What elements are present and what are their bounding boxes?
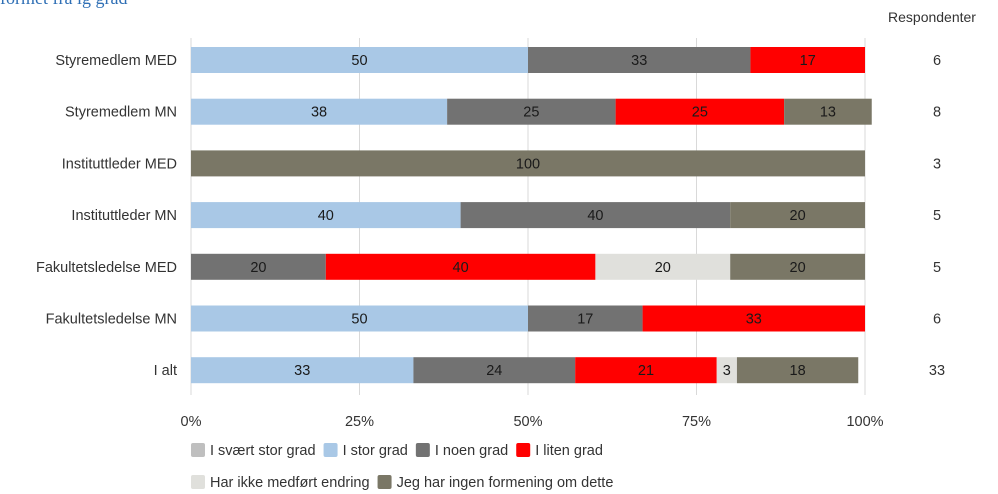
bar-segment-i-noen-grad [413, 357, 576, 384]
respondent-count: 5 [933, 260, 941, 276]
bar-segment-i-liten-grad [750, 47, 865, 73]
data-label: 50 [351, 312, 367, 328]
legend: I svært stor grad I stor grad I noen grad I… [191, 443, 613, 491]
bar-segment-har-ikke-medf-rt-endring [716, 357, 737, 384]
bar-segment-i-stor-grad [191, 47, 528, 73]
respondent-count: 6 [933, 53, 941, 69]
data-label: 20 [655, 260, 671, 276]
category-label: Fakultetsledelse MED [36, 260, 177, 276]
legend-swatch [516, 443, 531, 457]
data-label: 17 [577, 312, 593, 328]
bar-segment-i-noen-grad [528, 47, 751, 73]
data-label: 40 [587, 208, 603, 224]
bar-segment-i-stor-grad [191, 305, 528, 332]
data-label: 33 [746, 312, 762, 328]
data-label: 100 [516, 156, 540, 172]
data-label: 20 [250, 260, 266, 276]
bar-segment-i-noen-grad [460, 202, 731, 229]
bar-segment-i-liten-grad [325, 253, 596, 280]
bar-segment-i-stor-grad [191, 357, 414, 384]
respondents-header: Respondenter [888, 9, 976, 25]
category-label: Fakultetsledelse MN [46, 312, 177, 328]
legend-label: Har ikke medført endring [210, 475, 370, 491]
category-labels: Styremedlem MED Styremedlem MN Instituttle… [36, 53, 177, 379]
bar-row-styremedlem-med: 50 33 17 [191, 47, 865, 73]
data-label: 25 [523, 105, 539, 121]
respondent-count: 6 [933, 312, 941, 328]
data-label: 40 [453, 260, 469, 276]
bar-segment-i-noen-grad [528, 305, 643, 332]
chart-title-fragment: formet fra ig grad [0, 0, 127, 8]
data-label: 20 [790, 260, 806, 276]
bar-segment-jeg-har-ingen-formening-om-dette [191, 150, 865, 177]
legend-swatch [191, 475, 205, 489]
data-label: 17 [800, 53, 816, 69]
data-label: 3 [723, 363, 731, 379]
bar-row-fakultetsledelse-mn: 50 17 33 [191, 305, 865, 332]
data-label: 24 [486, 363, 502, 379]
category-label: I alt [154, 363, 177, 379]
legend-item-i-stor-grad: I stor grad [323, 443, 408, 459]
bar-segment-i-stor-grad [191, 202, 461, 229]
x-tick-label: 100% [846, 414, 883, 430]
bar-segment-jeg-har-ingen-formening-om-dette [784, 98, 872, 125]
legend-item-jeg-har-ingen-formening-om-dette: Jeg har ingen formening om dette [377, 475, 614, 491]
data-label: 21 [638, 363, 654, 379]
legend-item-i-sv-rt-stor-grad: I svært stor grad [191, 443, 316, 459]
bar-segment-har-ikke-medf-rt-endring [595, 253, 731, 280]
x-tick-label: 25% [345, 414, 374, 430]
bar-segment-i-noen-grad [447, 98, 616, 125]
x-tick-label: 75% [682, 414, 711, 430]
bar-row-i-alt: 33 24 21 3 18 [191, 357, 859, 384]
category-label: Instituttleder MED [62, 156, 177, 172]
legend-label: Jeg har ingen formening om dette [397, 475, 614, 491]
data-label: 50 [351, 53, 367, 69]
data-label: 33 [294, 363, 310, 379]
respondent-counts: 6 8 3 5 5 6 33 [929, 53, 945, 379]
x-tick-label: 50% [513, 414, 542, 430]
respondent-count: 5 [933, 208, 941, 224]
data-label: 33 [631, 53, 647, 69]
legend-label: I svært stor grad [210, 443, 316, 459]
bars-group: 50 33 17 38 25 25 13 100 40 40 20 20 40 20 20 50 17 33 33 2… [191, 47, 872, 384]
bar-row-instituttleder-med: 100 [191, 150, 865, 177]
x-tick-label: 0% [181, 414, 202, 430]
bar-row-instituttleder-mn: 40 40 20 [191, 202, 865, 229]
legend-item-i-liten-grad: I liten grad [516, 443, 603, 459]
legend-label: I noen grad [435, 443, 508, 459]
x-axis-ticks: 0% 25% 50% 75% 100% [181, 414, 884, 430]
legend-swatch [191, 443, 205, 457]
legend-swatch [415, 443, 430, 457]
data-label: 25 [692, 105, 708, 121]
bar-segment-i-liten-grad [642, 305, 865, 332]
data-label: 18 [790, 363, 806, 379]
bar-row-fakultetsledelse-med: 20 40 20 20 [191, 253, 865, 280]
legend-swatch [323, 443, 338, 457]
respondent-count: 3 [933, 156, 941, 172]
respondent-count: 33 [929, 363, 945, 379]
bar-segment-i-liten-grad [575, 357, 717, 384]
legend-label: I stor grad [343, 443, 408, 459]
category-label: Styremedlem MED [55, 53, 177, 69]
bar-segment-jeg-har-ingen-formening-om-dette [730, 202, 865, 229]
bar-segment-i-stor-grad [191, 98, 448, 125]
bar-segment-i-noen-grad [191, 253, 326, 280]
category-label: Instituttleder MN [71, 208, 177, 224]
legend-item-har-ikke-medf-rt-endring: Har ikke medført endring [191, 475, 370, 491]
respondent-count: 8 [933, 105, 941, 121]
data-label: 13 [820, 105, 836, 121]
legend-item-i-noen-grad: I noen grad [415, 443, 508, 459]
category-label: Styremedlem MN [65, 105, 177, 121]
bar-segment-jeg-har-ingen-formening-om-dette [736, 357, 859, 384]
data-label: 38 [311, 105, 327, 121]
data-label: 20 [790, 208, 806, 224]
bar-row-styremedlem-mn: 38 25 25 13 [191, 98, 872, 125]
legend-label: I liten grad [535, 443, 603, 459]
bar-segment-i-liten-grad [615, 98, 785, 125]
data-label: 40 [318, 208, 334, 224]
legend-swatch [377, 475, 392, 489]
bar-segment-jeg-har-ingen-formening-om-dette [730, 253, 865, 280]
